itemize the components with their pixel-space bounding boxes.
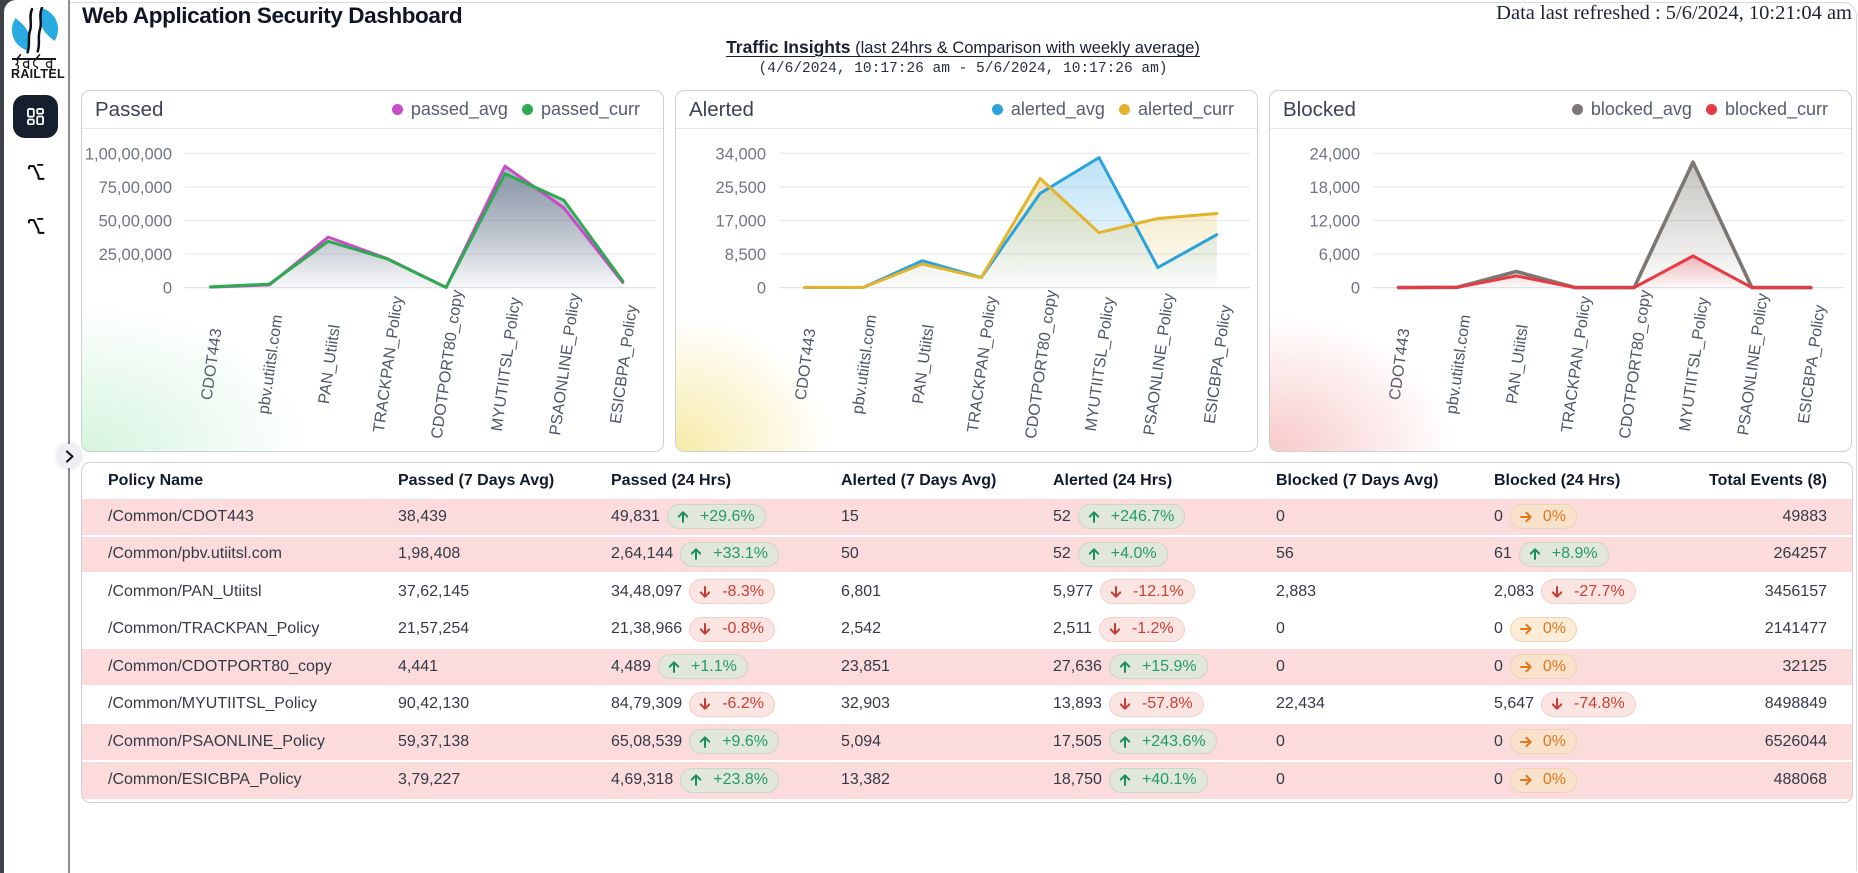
svg-text:1,00,00,000: 1,00,00,000 (85, 145, 172, 163)
svg-text:CDOTPORT80_copy: CDOTPORT80_copy (429, 289, 467, 440)
svg-text:pbv.utiitsl.com: pbv.utiitsl.com (1444, 314, 1475, 416)
svg-text:ESICBPA_Policy: ESICBPA_Policy (1796, 304, 1830, 425)
svg-text:ESICBPA_Policy: ESICBPA_Policy (608, 304, 642, 425)
svg-text:CDOT443: CDOT443 (793, 327, 820, 401)
svg-text:0: 0 (163, 280, 172, 298)
svg-text:12,000: 12,000 (1310, 213, 1360, 231)
svg-text:TRACKPAN_Policy: TRACKPAN_Policy (965, 295, 1001, 434)
svg-text:0: 0 (757, 280, 766, 298)
svg-text:CDOTPORT80_copy: CDOTPORT80_copy (1023, 289, 1061, 440)
svg-text:PAN_Utiitsl: PAN_Utiitsl (910, 324, 938, 405)
svg-text:PSAONLINE_Policy: PSAONLINE_Policy (1141, 292, 1178, 436)
svg-text:0: 0 (1351, 280, 1360, 298)
svg-text:CDOT443: CDOT443 (199, 327, 226, 401)
svg-text:17,000: 17,000 (716, 213, 766, 231)
svg-text:TRACKPAN_Policy: TRACKPAN_Policy (1559, 295, 1595, 434)
svg-text:pbv.utiitsl.com: pbv.utiitsl.com (256, 314, 287, 416)
svg-text:PAN_Utiitsl: PAN_Utiitsl (316, 324, 344, 405)
svg-text:24,000: 24,000 (1310, 145, 1360, 163)
svg-text:8,500: 8,500 (725, 246, 766, 264)
svg-text:ESICBPA_Policy: ESICBPA_Policy (1202, 304, 1236, 425)
svg-text:CDOTPORT80_copy: CDOTPORT80_copy (1617, 289, 1655, 440)
svg-text:MYUTIITSL_Policy: MYUTIITSL_Policy (489, 296, 525, 432)
svg-text:MYUTIITSL_Policy: MYUTIITSL_Policy (1677, 296, 1713, 432)
svg-text:CDOT443: CDOT443 (1387, 327, 1414, 401)
svg-text:18,000: 18,000 (1310, 179, 1360, 197)
svg-text:34,000: 34,000 (716, 145, 766, 163)
svg-text:25,00,000: 25,00,000 (99, 246, 172, 264)
svg-text:6,000: 6,000 (1319, 246, 1360, 264)
svg-text:PSAONLINE_Policy: PSAONLINE_Policy (547, 292, 584, 436)
svg-text:PAN_Utiitsl: PAN_Utiitsl (1504, 324, 1532, 405)
svg-text:MYUTIITSL_Policy: MYUTIITSL_Policy (1083, 296, 1119, 432)
svg-text:50,00,000: 50,00,000 (99, 213, 172, 231)
svg-text:TRACKPAN_Policy: TRACKPAN_Policy (371, 295, 407, 434)
svg-text:PSAONLINE_Policy: PSAONLINE_Policy (1735, 292, 1772, 436)
svg-text:75,00,000: 75,00,000 (99, 179, 172, 197)
svg-text:25,500: 25,500 (716, 179, 766, 197)
svg-text:pbv.utiitsl.com: pbv.utiitsl.com (850, 314, 881, 416)
